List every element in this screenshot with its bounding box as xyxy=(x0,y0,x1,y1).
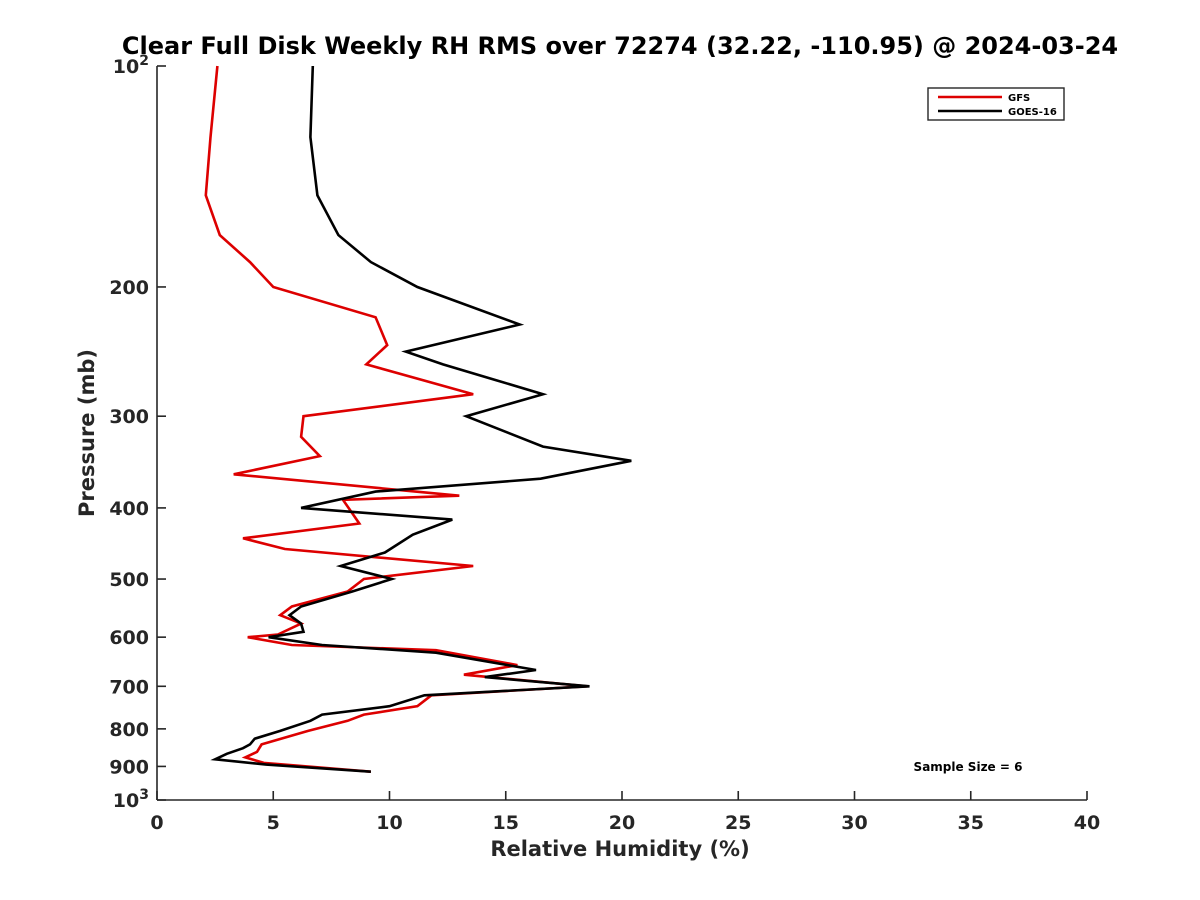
y-tick-label: 800 xyxy=(109,719,149,741)
legend-label-gfs: GFS xyxy=(1008,93,1030,104)
series-line-goes16 xyxy=(210,65,632,773)
x-ticks: 0 5 10 15 20 25 30 35 40 xyxy=(150,791,1100,834)
x-tick-label: 40 xyxy=(1074,812,1100,834)
x-tick-label: 25 xyxy=(725,812,751,834)
sample-size-annotation: Sample Size = 6 xyxy=(914,760,1023,774)
y-ticks: 102 200 300 400 500 600 700 800 900 103 xyxy=(109,53,166,812)
x-tick-label: 20 xyxy=(609,812,635,834)
y-axis-label: Pressure (mb) xyxy=(75,349,99,517)
series-group xyxy=(204,65,632,773)
y-tick-label: 200 xyxy=(109,277,149,299)
y-tick-label: 102 xyxy=(113,53,149,78)
y-tick-label: 400 xyxy=(109,498,149,520)
x-tick-label: 5 xyxy=(267,812,280,834)
series-line-gfs xyxy=(204,65,588,773)
y-tick-label: 700 xyxy=(109,676,149,698)
x-tick-label: 0 xyxy=(150,812,163,834)
y-tick-label: 300 xyxy=(109,406,149,428)
y-tick-label: 900 xyxy=(109,756,149,778)
x-tick-label: 15 xyxy=(493,812,519,834)
x-tick-label: 35 xyxy=(958,812,984,834)
y-tick-label: 600 xyxy=(109,627,149,649)
chart-title: Clear Full Disk Weekly RH RMS over 72274… xyxy=(122,32,1118,60)
y-tick-label: 103 xyxy=(113,787,149,812)
legend-box xyxy=(927,87,1065,121)
x-axis-label: Relative Humidity (%) xyxy=(490,837,749,861)
legend: GFS GOES-16 xyxy=(927,87,1065,121)
y-tick-label: 500 xyxy=(109,569,149,591)
legend-label-goes16: GOES-16 xyxy=(1008,107,1057,118)
x-tick-label: 10 xyxy=(376,812,402,834)
x-tick-label: 30 xyxy=(841,812,867,834)
